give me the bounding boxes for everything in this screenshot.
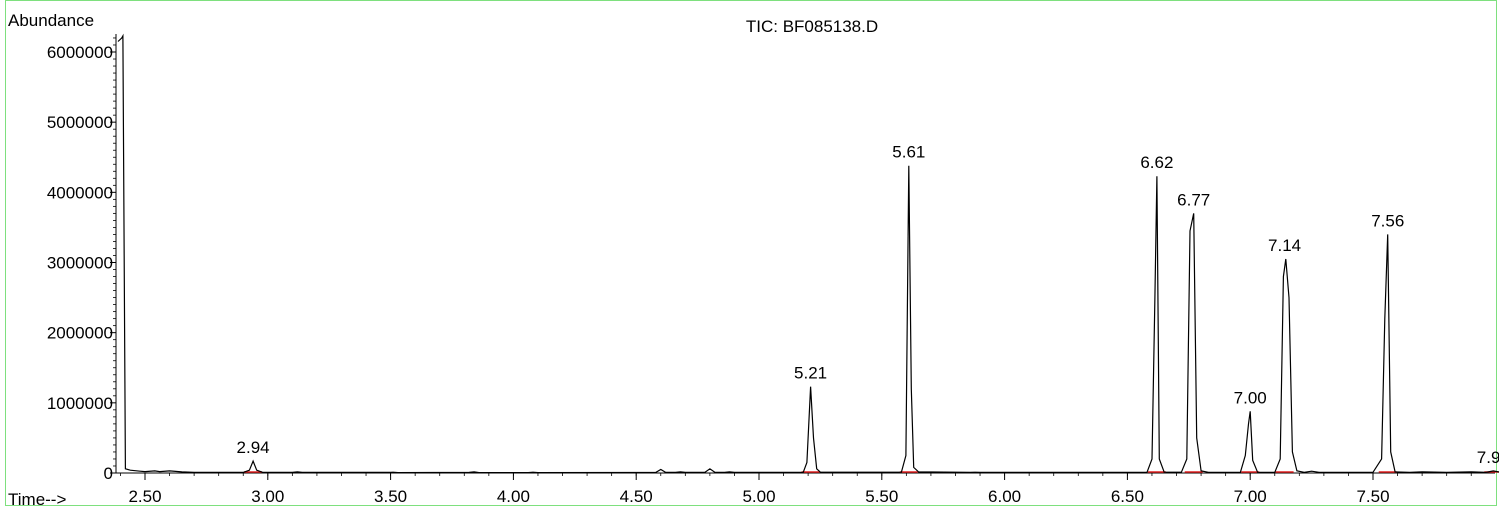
y-tick-label: 3000000 [47, 254, 113, 273]
y-tick-label: 4000000 [47, 183, 113, 202]
y-ticks: 0 1000000 2000000 3000000 4000000 5000000 6000… [47, 37, 116, 483]
y-tick-label: 6000000 [47, 43, 113, 62]
x-tick-label: 3.00 [251, 487, 284, 506]
y-tick-label: 2000000 [47, 324, 113, 343]
x-ticks: 2.50 3.00 3.50 4.00 4.50 5.00 5.50 6.00 6.50 7.00… [120, 473, 1472, 506]
peak-label: 7.56 [1371, 211, 1404, 230]
peak-label: 7.99 [1477, 448, 1499, 467]
peak-label: 5.61 [892, 143, 925, 162]
y-axis-label: Abundance [8, 11, 94, 30]
x-tick-label: 3.50 [374, 487, 407, 506]
peak-labels: 2.94 5.21 5.61 6.626.77 7.00 7.14 7.56 7.99 [237, 143, 1499, 467]
x-tick-label: 5.50 [865, 487, 898, 506]
peak-label: 6.62 [1140, 153, 1173, 172]
x-tick-label: 7.50 [1356, 487, 1389, 506]
y-tick-label: 0 [104, 464, 113, 483]
x-tick-label: 2.50 [128, 487, 161, 506]
tic-trace [117, 33, 1499, 474]
x-axis-label: Time--> [8, 490, 66, 508]
chart-frame [5, 0, 1497, 506]
peak-label: 7.00 [1234, 388, 1267, 407]
peak-label: 6.77 [1177, 190, 1210, 209]
peak-label: 7.14 [1268, 236, 1301, 255]
x-tick-label: 4.50 [620, 487, 653, 506]
x-tick-label: 6.50 [1111, 487, 1144, 506]
x-tick-label: 7.00 [1234, 487, 1267, 506]
peak-label: 2.94 [237, 438, 270, 457]
chart-title: TIC: BF085138.D [746, 17, 878, 36]
x-tick-label: 6.00 [988, 487, 1021, 506]
y-tick-label: 1000000 [47, 394, 113, 413]
x-tick-label: 5.00 [742, 487, 775, 506]
y-tick-label: 5000000 [47, 113, 113, 132]
peak-label: 5.21 [794, 364, 827, 383]
x-tick-label: 4.00 [497, 487, 530, 506]
